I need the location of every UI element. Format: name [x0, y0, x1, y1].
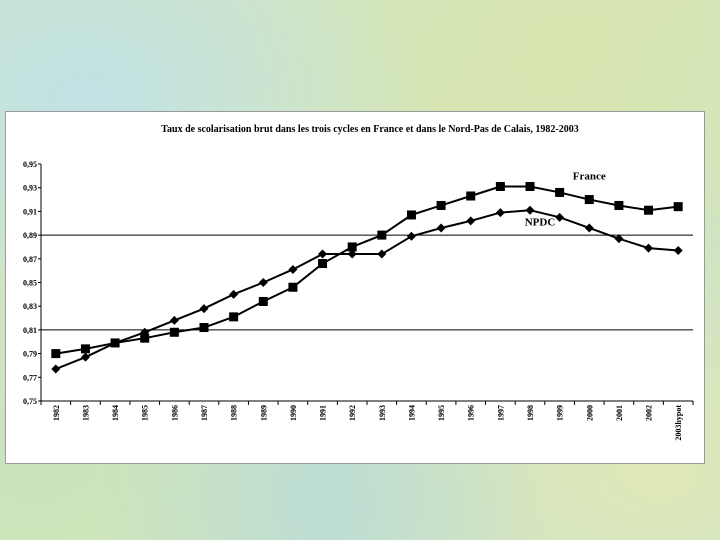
y-tick-label: 0,89: [23, 231, 37, 240]
data-point: [169, 315, 179, 325]
data-point: [436, 200, 446, 210]
x-tick-label: 1998: [526, 405, 535, 421]
data-point: [406, 231, 416, 241]
data-point: [347, 242, 357, 252]
data-point: [318, 259, 328, 269]
x-tick-label: 1996: [467, 405, 476, 421]
data-point: [584, 223, 594, 233]
data-point: [377, 249, 387, 259]
data-point: [199, 323, 209, 333]
x-tick-label: 1992: [348, 405, 357, 421]
x-tick-label: 1993: [378, 405, 387, 421]
y-tick-label: 0,81: [23, 326, 37, 335]
data-point: [644, 243, 654, 253]
x-tick-label: 1995: [437, 405, 446, 421]
data-point: [199, 304, 209, 314]
data-point: [406, 210, 416, 220]
x-tick-label: 1984: [111, 405, 120, 421]
data-point: [614, 234, 624, 244]
series-labels: France NPDC: [525, 170, 606, 228]
data-point: [110, 338, 120, 348]
y-tick-label: 0,91: [23, 207, 37, 216]
y-tick-label: 0,83: [23, 302, 37, 311]
data-point: [495, 182, 505, 192]
data-point: [525, 182, 535, 192]
y-tick-label: 0,79: [23, 350, 37, 359]
y-tick-label: 0,93: [23, 184, 37, 193]
data-point: [466, 191, 476, 201]
x-tick-label: 1982: [52, 405, 61, 421]
x-tick-label: 1997: [496, 405, 505, 421]
x-tick-label: 1990: [289, 405, 298, 421]
data-point: [347, 249, 357, 259]
series-line: [55, 185, 679, 355]
data-point: [377, 230, 387, 240]
data-point: [614, 200, 624, 210]
series-label-france: France: [573, 170, 606, 182]
data-point: [140, 333, 150, 343]
x-tick-label: 1985: [141, 405, 150, 421]
data-point: [584, 195, 594, 205]
x-tick-label: 1991: [319, 405, 328, 421]
data-point: [288, 282, 298, 292]
x-tick-label: 1983: [81, 405, 90, 421]
y-tick-label: 0,85: [23, 279, 37, 288]
data-point: [495, 208, 505, 218]
x-tick-label: 1994: [407, 405, 416, 421]
x-tick-label: 2000: [585, 405, 594, 421]
series-layer: [51, 182, 683, 374]
data-point: [318, 249, 328, 259]
line-chart: Taux de scolarisation brut dans les troi…: [23, 124, 694, 441]
data-point: [80, 344, 90, 354]
data-point: [288, 264, 298, 274]
data-point: [673, 246, 683, 256]
x-tick-label: 1986: [170, 405, 179, 421]
series-label-npdc: NPDC: [525, 217, 556, 229]
x-tick-label: 1999: [556, 405, 565, 421]
data-point: [140, 327, 150, 337]
data-point: [436, 223, 446, 233]
data-point: [51, 349, 61, 359]
data-point: [229, 312, 239, 322]
data-point: [673, 202, 683, 212]
data-point: [80, 352, 90, 362]
y-tick-label: 0,95: [23, 160, 37, 169]
data-point: [644, 205, 654, 215]
data-point: [51, 364, 61, 374]
x-tick-label: 1988: [230, 405, 239, 421]
data-point: [258, 278, 268, 287]
y-tick-label: 0,75: [23, 397, 37, 406]
x-tick-label: 2003hypot: [674, 405, 683, 441]
chart-title: Taux de scolarisation brut dans les troi…: [161, 124, 579, 135]
series-line: [55, 209, 679, 370]
x-tick-label: 1989: [259, 405, 268, 421]
x-tick-label: 2001: [615, 405, 624, 421]
y-tick-label: 0,87: [23, 255, 37, 264]
data-point: [525, 205, 535, 215]
data-point: [258, 296, 268, 306]
data-point: [555, 212, 565, 222]
data-point: [555, 187, 565, 197]
axes: 0,95 0,93 0,91 0,89 0,87 0,85 0,83 0,81 0,79 0,77…: [23, 160, 694, 441]
gridlines: [41, 234, 693, 331]
x-tick-label: 1987: [200, 405, 209, 421]
data-point: [229, 289, 239, 299]
y-tick-label: 0,77: [23, 373, 37, 382]
chart-panel: Taux de scolarisation brut dans les troi…: [5, 111, 705, 464]
x-tick-label: 2002: [645, 405, 654, 421]
data-point: [169, 327, 179, 337]
data-point: [466, 216, 476, 226]
